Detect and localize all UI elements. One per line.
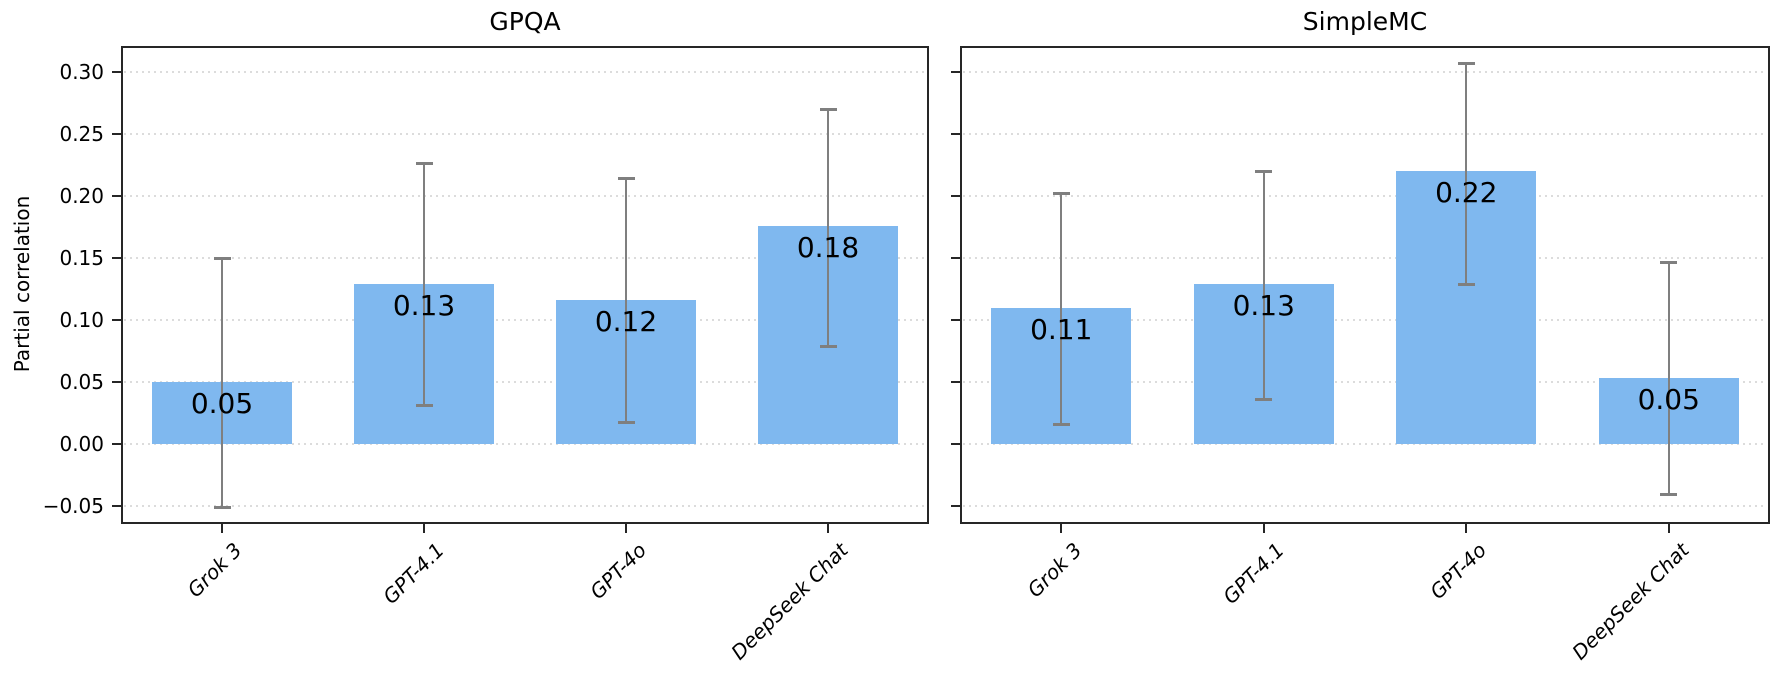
gridline	[963, 443, 1767, 446]
y-tick-mark	[951, 318, 960, 322]
error-bar-cap-bottom	[213, 505, 231, 509]
gridline	[963, 381, 1767, 384]
error-bar-cap-top	[1457, 61, 1475, 65]
error-bar-cap-bottom	[1255, 397, 1273, 401]
y-tick-mark	[951, 194, 960, 198]
y-tick-mark	[112, 194, 121, 198]
gridline	[963, 133, 1767, 136]
x-tick-label: GPT-4.1	[1218, 538, 1289, 609]
y-tick-mark	[951, 442, 960, 446]
gridline	[124, 381, 926, 384]
x-tick-mark	[1667, 524, 1670, 533]
bar-value-label: 0.22	[1435, 176, 1498, 210]
subplot-title-gpqa: GPQA	[489, 7, 561, 36]
x-tick-mark	[624, 524, 628, 533]
y-tick-mark	[112, 70, 121, 74]
x-tick-label: DeepSeek Chat	[726, 538, 853, 665]
gridline	[963, 195, 1767, 198]
gridline	[124, 71, 926, 74]
error-bar-cap-bottom	[1457, 282, 1475, 286]
bar-value-label: 0.05	[1637, 383, 1700, 417]
simplemc-axes-frame	[960, 46, 1770, 524]
error-bar-cap-bottom	[819, 344, 837, 348]
y-tick-label: −0.05	[42, 494, 104, 519]
bar-value-label: 0.18	[796, 230, 860, 264]
bar-value-label: 0.12	[594, 305, 658, 339]
x-tick-label: DeepSeek Chat	[1567, 538, 1694, 665]
gridline	[124, 319, 926, 322]
error-bar-cap-top	[1660, 261, 1678, 265]
error-bar-line	[625, 178, 627, 423]
gridline	[963, 257, 1767, 260]
subplot-title-simplemc: SimpleMC	[1302, 7, 1428, 36]
bar-value-label: 0.11	[1030, 312, 1093, 346]
y-tick-mark	[112, 132, 121, 136]
error-bar-cap-bottom	[415, 404, 433, 408]
error-bar-cap-bottom	[1660, 493, 1678, 497]
error-bar-cap-top	[1255, 169, 1273, 173]
gridline	[963, 319, 1767, 322]
y-tick-mark	[112, 256, 121, 260]
bar-value-label: 0.05	[190, 387, 254, 421]
error-bar-cap-bottom	[1052, 422, 1070, 426]
error-bar-line	[1262, 171, 1265, 400]
y-tick-mark	[951, 132, 960, 136]
gridline	[963, 71, 1767, 74]
x-tick-mark	[826, 524, 830, 533]
gridline	[124, 195, 926, 198]
error-bar-line	[1465, 63, 1468, 285]
x-tick-mark	[422, 524, 426, 533]
x-tick-mark	[220, 524, 224, 533]
gridline	[963, 505, 1767, 508]
x-tick-label: GPT-4o	[1425, 538, 1492, 604]
x-tick-mark	[1060, 524, 1063, 533]
error-bar-line	[827, 109, 829, 347]
y-tick-label: 0.25	[59, 122, 104, 147]
x-tick-label: Grok 3	[182, 538, 247, 603]
error-bar-line	[1060, 193, 1063, 425]
y-tick-mark	[112, 442, 121, 446]
error-bar-cap-bottom	[617, 421, 635, 425]
gridline	[124, 133, 926, 136]
y-tick-label: 0.15	[59, 246, 104, 271]
x-tick-label: GPT-4o	[585, 538, 651, 604]
y-tick-mark	[951, 256, 960, 260]
error-bar-line	[221, 258, 223, 508]
error-bar-cap-top	[1052, 192, 1070, 196]
x-tick-label: GPT-4.1	[378, 538, 449, 609]
error-bar-line	[1667, 262, 1670, 495]
error-bar-line	[423, 163, 425, 406]
y-tick-mark	[951, 70, 960, 74]
x-tick-mark	[1262, 524, 1265, 533]
y-tick-mark	[112, 318, 121, 322]
error-bar-cap-top	[819, 107, 837, 111]
y-tick-label: 0.10	[59, 308, 104, 333]
y-axis-label: Partial correlation	[10, 195, 34, 373]
y-tick-mark	[112, 380, 121, 384]
gridline	[124, 505, 926, 508]
gridline	[124, 257, 926, 260]
error-bar-cap-top	[415, 162, 433, 166]
x-tick-mark	[1465, 524, 1468, 533]
y-tick-label: 0.30	[59, 60, 104, 85]
x-tick-label: Grok 3	[1022, 538, 1087, 603]
y-tick-label: 0.00	[59, 432, 104, 457]
y-tick-mark	[112, 504, 121, 508]
bar-value-label: 0.13	[1232, 289, 1295, 323]
y-tick-label: 0.20	[59, 184, 104, 209]
error-bar-cap-top	[617, 177, 635, 181]
gridline	[124, 443, 926, 446]
y-tick-mark	[951, 504, 960, 508]
bar-value-label: 0.13	[392, 289, 456, 323]
error-bar-cap-top	[213, 256, 231, 260]
y-tick-label: 0.05	[59, 370, 104, 395]
y-tick-mark	[951, 380, 960, 384]
